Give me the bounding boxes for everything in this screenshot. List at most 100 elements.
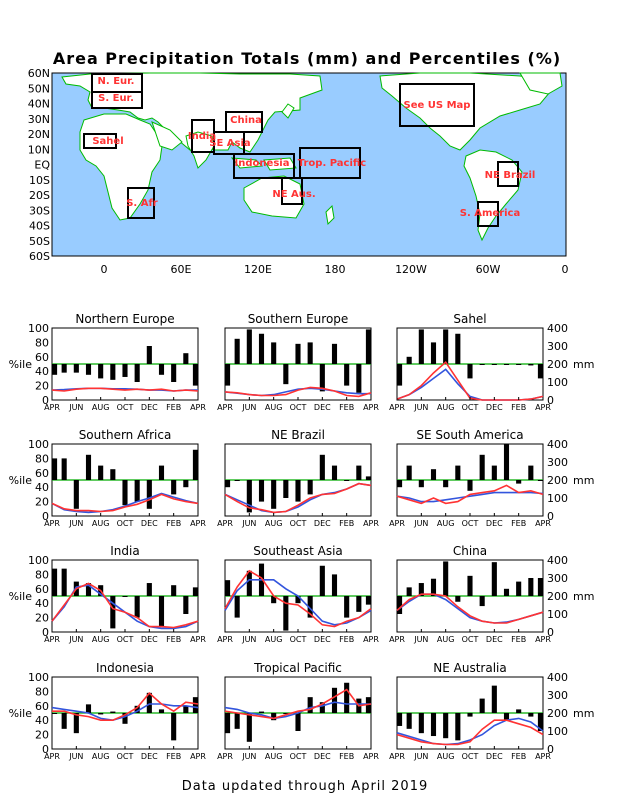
month-tick-label: JUN	[413, 403, 428, 412]
percentile-bar	[85, 704, 92, 713]
mm-tick-label: 200	[547, 358, 568, 371]
percentile-bar	[246, 570, 252, 596]
percentile-bar	[443, 713, 449, 739]
percentile-bar	[283, 480, 289, 498]
month-tick-label: OCT	[290, 519, 307, 528]
region-label-s-eur: S. Eur.	[98, 93, 134, 104]
percentile-bar	[225, 364, 231, 386]
percentile-tick-label: 100	[28, 554, 49, 567]
percentile-bar	[331, 465, 338, 480]
month-tick-label: APR	[535, 519, 551, 528]
percentile-bar	[134, 480, 140, 502]
month-tick-label: AUG	[92, 752, 110, 761]
percentile-bar	[344, 364, 350, 386]
month-tick-label: AUG	[265, 752, 283, 761]
month-tick-label: APR	[363, 752, 379, 761]
month-tick-label: APR	[44, 519, 60, 528]
month-tick-label: JUN	[241, 752, 256, 761]
month-tick-label: FEB	[339, 403, 354, 412]
percentile-tick-label: 40	[35, 365, 49, 378]
region-box-se-asia	[213, 131, 245, 155]
percentile-bar	[295, 343, 301, 364]
month-tick-label: FEB	[339, 635, 354, 644]
percentile-bar	[98, 713, 104, 715]
mm-tick-label: 0	[547, 510, 554, 523]
percentile-bar	[246, 713, 252, 742]
month-tick-label: DEC	[486, 519, 503, 528]
percentile-bar	[331, 343, 338, 364]
observed-precip-line	[52, 692, 199, 722]
region-label-indonesia: Indonesia	[235, 158, 290, 169]
percentile-bar	[61, 458, 67, 480]
region-label-sahel: Sahel	[92, 136, 123, 147]
percentile-bar	[158, 709, 165, 713]
region-label-trop-pacific: Trop. Pacific	[298, 158, 367, 169]
month-tick-label: AUG	[92, 635, 110, 644]
percentile-bar	[192, 587, 198, 596]
month-tick-label: FEB	[511, 752, 526, 761]
percentile-bar	[443, 480, 449, 488]
percentile-bar	[455, 713, 461, 741]
percentile-bar	[271, 480, 277, 509]
region-label-s-america: S. America	[460, 208, 520, 219]
percentile-bar	[406, 587, 412, 596]
footer-note: Data updated through April 2019	[182, 779, 429, 794]
percentile-bar	[430, 578, 437, 596]
lon-label: 60E	[171, 263, 192, 276]
percentile-bar	[331, 574, 338, 596]
percentile-bar	[283, 364, 289, 385]
mm-axis-label: mm	[573, 590, 594, 603]
lon-label: 180	[325, 263, 346, 276]
percentile-bar	[171, 585, 177, 596]
month-tick-label: AUG	[92, 403, 110, 412]
mm-axis-label: mm	[573, 707, 594, 720]
percentile-bar	[491, 685, 497, 713]
month-tick-label: OCT	[462, 519, 479, 528]
percentile-bar	[491, 465, 497, 480]
month-tick-label: OCT	[462, 635, 479, 644]
percentile-bar	[397, 364, 403, 386]
month-tick-label: APR	[217, 519, 233, 528]
month-tick-label: OCT	[117, 635, 134, 644]
new-zealand-island	[325, 204, 335, 226]
lat-label: EQ	[34, 159, 50, 172]
region-box-trop-pacific	[299, 147, 361, 179]
region-label-china: China	[230, 115, 262, 126]
percentile-bar	[234, 713, 240, 729]
month-tick-label: FEB	[166, 519, 181, 528]
percentile-bar	[73, 364, 79, 373]
percentile-tick-label: 60	[35, 700, 49, 713]
percentile-bar	[467, 575, 473, 596]
percentile-bar	[418, 329, 424, 364]
percentile-bar	[52, 458, 58, 480]
percentile-bar	[192, 449, 198, 480]
panel-title: Indonesia	[96, 661, 154, 675]
percentile-bar	[110, 711, 116, 713]
month-tick-label: APR	[190, 635, 206, 644]
month-tick-label: APR	[535, 635, 551, 644]
month-tick-label: JUN	[413, 519, 428, 528]
lat-label: 10N	[28, 143, 50, 156]
month-tick-label: AUG	[92, 519, 110, 528]
region-box-s-eur	[91, 91, 143, 109]
percentile-bar	[258, 333, 265, 364]
lat-label: 30S	[29, 204, 50, 217]
mm-tick-label: 300	[547, 340, 568, 353]
percentile-bar	[271, 713, 277, 721]
mm-axis-label: mm	[573, 474, 594, 487]
month-tick-label: JUN	[68, 403, 83, 412]
percentile-bar	[397, 713, 403, 726]
month-tick-label: OCT	[290, 752, 307, 761]
percentile-bar	[110, 596, 116, 629]
percentile-bar	[73, 480, 79, 509]
month-tick-label: APR	[389, 403, 405, 412]
lat-label: 20N	[28, 128, 50, 141]
percentile-bar	[516, 709, 522, 713]
month-tick-label: APR	[535, 403, 551, 412]
percentile-axis-label: %ile	[9, 474, 33, 487]
percentile-bar	[61, 364, 67, 373]
region-label-s-afr: S. Afr	[126, 198, 158, 209]
percentile-bar	[283, 596, 289, 631]
